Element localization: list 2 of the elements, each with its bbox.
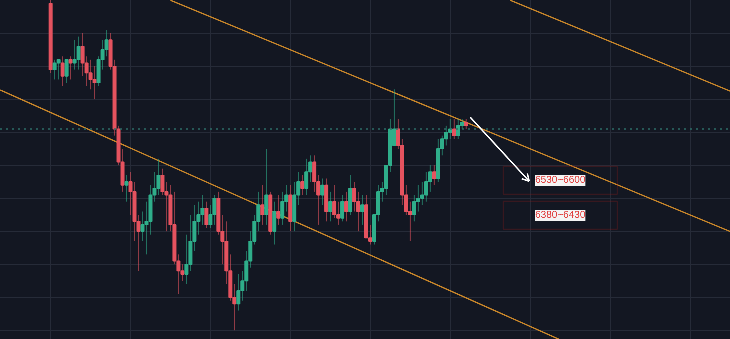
text: 6530~6600 — [535, 175, 586, 186]
text: 6380~6430 — [535, 210, 586, 221]
